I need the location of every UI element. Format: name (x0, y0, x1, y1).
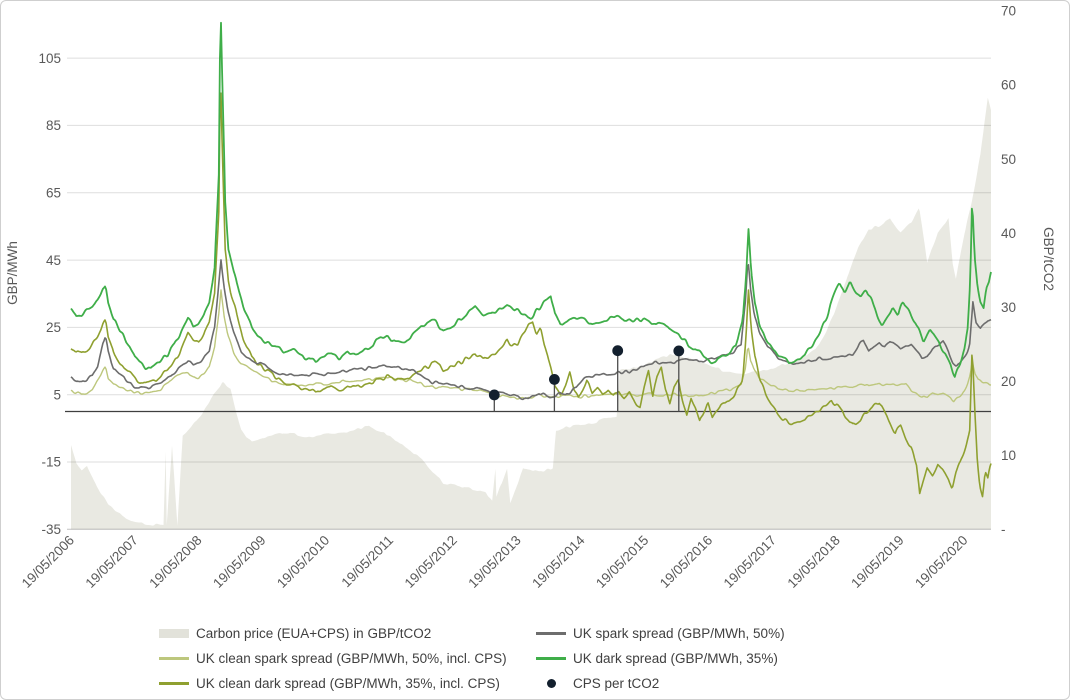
y-left-tick-label: 65 (46, 185, 61, 200)
legend-label: UK dark spread (GBP/MWh, 35%) (573, 651, 778, 666)
x-tick-label: 19/05/2019 (848, 533, 906, 591)
y-left-axis-labels: 105 85 65 45 25 5 -15 -35 (38, 51, 61, 537)
y-left-tick-label: -15 (41, 455, 61, 470)
legend-item-spark: UK spark spread (GBP/MWh, 50%) (536, 621, 785, 646)
y-left-tick-label: 45 (46, 253, 61, 268)
chart-legend: Carbon price (EUA+CPS) in GBP/tCO2 UK cl… (159, 621, 785, 696)
line-swatch-icon (536, 632, 566, 635)
x-tick-label: 19/05/2011 (339, 533, 397, 591)
x-tick-label: 19/05/2014 (529, 532, 588, 591)
x-tick-label: 19/05/2013 (465, 533, 523, 591)
x-tick-label: 19/05/2010 (274, 533, 332, 591)
y-right-axis-title: GBP/tCO2 (1041, 227, 1056, 291)
y-right-tick-label: 60 (1001, 78, 1016, 93)
x-tick-label: 19/05/2007 (83, 533, 141, 591)
legend-item-dark: UK dark spread (GBP/MWh, 35%) (536, 646, 785, 671)
x-tick-label: 19/05/2006 (19, 533, 77, 591)
cps-dot (612, 345, 624, 357)
legend-label: UK clean spark spread (GBP/MWh, 50%, inc… (196, 651, 507, 666)
y-right-tick-label: 40 (1001, 226, 1016, 241)
dot-swatch-icon (536, 679, 566, 688)
x-tick-label: 19/05/2020 (912, 533, 970, 591)
cps-dot (488, 389, 500, 401)
y-right-tick-label: 70 (1001, 4, 1016, 19)
line-swatch-icon (536, 657, 566, 660)
area-swatch-icon (159, 629, 189, 638)
y-left-tick-label: -35 (41, 522, 61, 537)
series-dark-line (70, 21, 992, 378)
y-right-tick-label: 50 (1001, 152, 1016, 167)
x-tick-label: 19/05/2012 (402, 533, 460, 591)
y-left-axis-title: GBP/MWh (5, 241, 20, 305)
series-clean-spark-line (70, 289, 992, 403)
cps-dot (549, 374, 560, 385)
x-tick-label: 19/05/2009 (210, 533, 268, 591)
x-axis-labels: 19/05/2006 19/05/2007 19/05/2008 19/05/2009… (19, 532, 971, 591)
cps-dot (673, 345, 685, 357)
legend-label: UK clean dark spread (GBP/MWh, 35%, incl… (196, 676, 500, 691)
line-swatch-icon (159, 657, 189, 660)
legend-item-clean-dark: UK clean dark spread (GBP/MWh, 35%, incl… (159, 671, 536, 696)
x-tick-label: 19/05/2016 (657, 533, 715, 591)
y-left-tick-label: 105 (38, 51, 61, 66)
carbon-price-area (71, 97, 991, 530)
y-right-tick-label: - (1001, 522, 1006, 537)
x-tick-label: 19/05/2008 (146, 533, 204, 591)
legend-item-clean-spark: UK clean spark spread (GBP/MWh, 50%, inc… (159, 646, 536, 671)
legend-label: Carbon price (EUA+CPS) in GBP/tCO2 (196, 626, 432, 641)
x-tick-label: 19/05/2018 (785, 533, 843, 591)
y-left-tick-label: 5 (53, 387, 61, 402)
y-left-tick-label: 85 (46, 118, 61, 133)
legend-item-carbon-price: Carbon price (EUA+CPS) in GBP/tCO2 (159, 621, 536, 646)
series-spark-line (70, 259, 992, 401)
cps-lollipops (488, 345, 685, 412)
x-tick-label: 19/05/2015 (593, 533, 651, 591)
x-tick-label: 19/05/2017 (721, 533, 779, 591)
line-swatch-icon (159, 682, 189, 685)
y-right-tick-label: 20 (1001, 374, 1016, 389)
y-left-tick-label: 25 (46, 320, 61, 335)
series-clean-dark-line (70, 92, 992, 498)
legend-label: UK spark spread (GBP/MWh, 50%) (573, 626, 785, 641)
legend-label: CPS per tCO2 (573, 676, 660, 691)
y-right-axis-labels: 70 60 50 40 30 20 10 - (1001, 4, 1016, 537)
y-right-tick-label: 30 (1001, 300, 1016, 315)
legend-item-cps: CPS per tCO2 (536, 671, 785, 696)
y-right-tick-label: 10 (1001, 448, 1016, 463)
